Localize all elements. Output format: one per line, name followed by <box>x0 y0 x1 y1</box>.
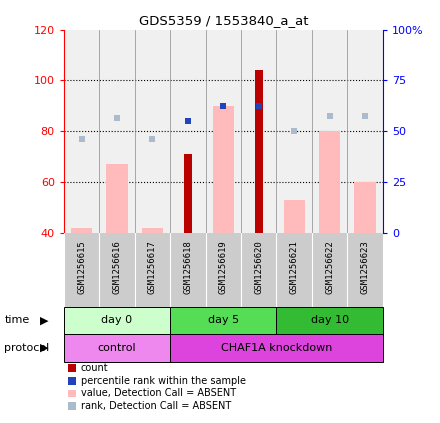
Text: day 0: day 0 <box>101 316 132 325</box>
Text: GSM1256620: GSM1256620 <box>254 240 263 294</box>
Text: ▶: ▶ <box>40 316 48 325</box>
Text: GSM1256621: GSM1256621 <box>290 240 299 294</box>
Text: CHAF1A knockdown: CHAF1A knockdown <box>221 343 332 353</box>
Text: protocol: protocol <box>4 343 50 353</box>
FancyBboxPatch shape <box>170 307 276 334</box>
Text: day 10: day 10 <box>311 316 348 325</box>
Text: control: control <box>98 343 136 353</box>
Text: GSM1256615: GSM1256615 <box>77 240 86 294</box>
Title: GDS5359 / 1553840_a_at: GDS5359 / 1553840_a_at <box>139 14 308 27</box>
Text: count: count <box>81 363 108 373</box>
Text: day 5: day 5 <box>208 316 239 325</box>
FancyBboxPatch shape <box>170 334 383 362</box>
Bar <box>283 200 305 233</box>
FancyBboxPatch shape <box>64 307 170 334</box>
Bar <box>184 154 192 233</box>
Text: GSM1256623: GSM1256623 <box>360 240 370 294</box>
Bar <box>213 106 234 233</box>
Text: percentile rank within the sample: percentile rank within the sample <box>81 376 246 386</box>
Text: time: time <box>4 316 29 325</box>
Text: rank, Detection Call = ABSENT: rank, Detection Call = ABSENT <box>81 401 231 411</box>
Bar <box>142 228 163 233</box>
Text: value, Detection Call = ABSENT: value, Detection Call = ABSENT <box>81 388 236 398</box>
Bar <box>255 70 263 233</box>
Text: ▶: ▶ <box>40 343 48 353</box>
Text: GSM1256617: GSM1256617 <box>148 240 157 294</box>
FancyBboxPatch shape <box>64 334 170 362</box>
Bar <box>106 164 128 233</box>
Bar <box>355 182 376 233</box>
Text: GSM1256622: GSM1256622 <box>325 240 334 294</box>
Bar <box>319 131 340 233</box>
Text: GSM1256618: GSM1256618 <box>183 240 192 294</box>
Bar <box>71 228 92 233</box>
Text: GSM1256616: GSM1256616 <box>113 240 121 294</box>
Text: GSM1256619: GSM1256619 <box>219 240 228 294</box>
FancyBboxPatch shape <box>276 307 383 334</box>
